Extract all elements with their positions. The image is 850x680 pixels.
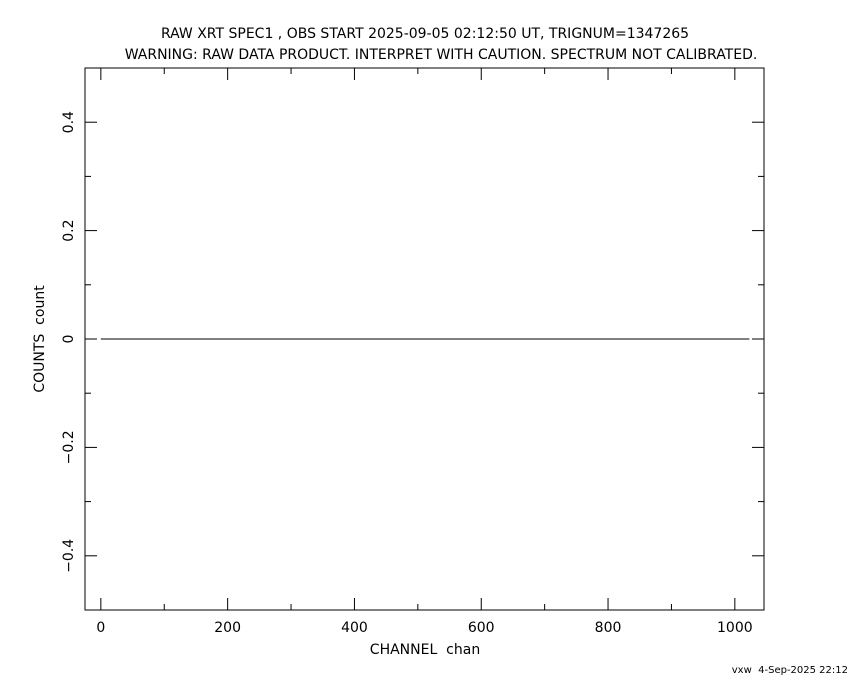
x-tick-label: 400 (341, 620, 368, 636)
y-tick-label: 0.4 (61, 111, 77, 133)
y-tick-label: 0 (61, 335, 77, 344)
y-tick-label: 0.2 (61, 219, 77, 241)
x-tick-label: 1000 (717, 620, 753, 636)
x-axis-label: CHANNEL chan (370, 642, 480, 658)
x-tick-label: 600 (468, 620, 495, 636)
chart-subtitle: WARNING: RAW DATA PRODUCT. INTERPRET WIT… (125, 47, 758, 63)
y-tick-label: −0.2 (61, 430, 77, 464)
y-tick-label: −0.4 (61, 539, 77, 573)
y-axis-label: COUNTS count (32, 285, 48, 393)
footer-timestamp: vxw 4-Sep-2025 22:12 (732, 665, 848, 676)
chart-title: RAW XRT SPEC1 , OBS START 2025-09-05 02:… (161, 26, 689, 42)
x-tick-label: 800 (595, 620, 622, 636)
x-tick-label: 0 (96, 620, 105, 636)
x-tick-label: 200 (214, 620, 241, 636)
